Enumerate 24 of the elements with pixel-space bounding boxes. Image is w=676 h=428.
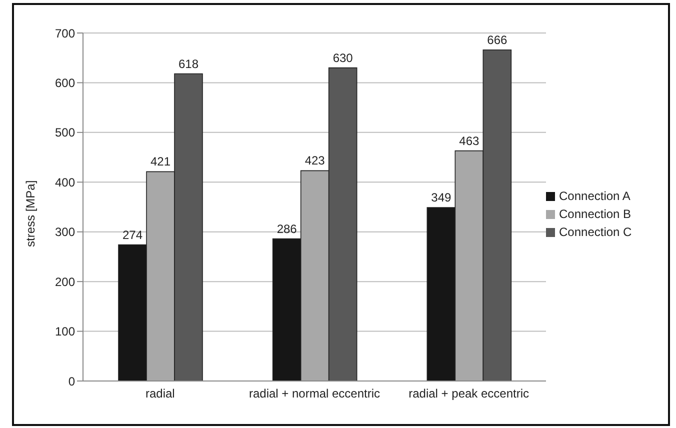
y-tick-label: 300	[54, 225, 76, 240]
x-tick-label: radial + peak eccentric	[408, 386, 530, 401]
legend-label: Connection A	[559, 189, 630, 203]
data-label: 666	[487, 32, 508, 47]
data-label: 423	[304, 154, 326, 168]
y-tick-label: 200	[54, 274, 76, 289]
legend-label: Connection C	[559, 225, 632, 239]
y-tick-label: 500	[54, 126, 76, 140]
legend-label: Connection B	[559, 207, 632, 221]
x-tick-label: radial + normal eccentric	[248, 386, 380, 401]
y-tick-label: 400	[54, 175, 76, 190]
data-label: 630	[332, 50, 354, 65]
data-label: 286	[276, 222, 298, 236]
data-label: 274	[122, 228, 143, 242]
y-tick-label: 700	[54, 26, 76, 40]
y-axis-title: stress [MPa]	[23, 180, 38, 247]
data-label: 349	[431, 190, 452, 204]
data-label: 421	[150, 154, 171, 169]
y-tick-label: 600	[54, 76, 76, 90]
data-label: 618	[178, 56, 199, 71]
x-tick-label: radial	[145, 386, 175, 401]
data-label: 463	[459, 134, 480, 148]
y-tick-label: 100	[54, 324, 76, 339]
y-tick-label: 0	[68, 374, 76, 388]
